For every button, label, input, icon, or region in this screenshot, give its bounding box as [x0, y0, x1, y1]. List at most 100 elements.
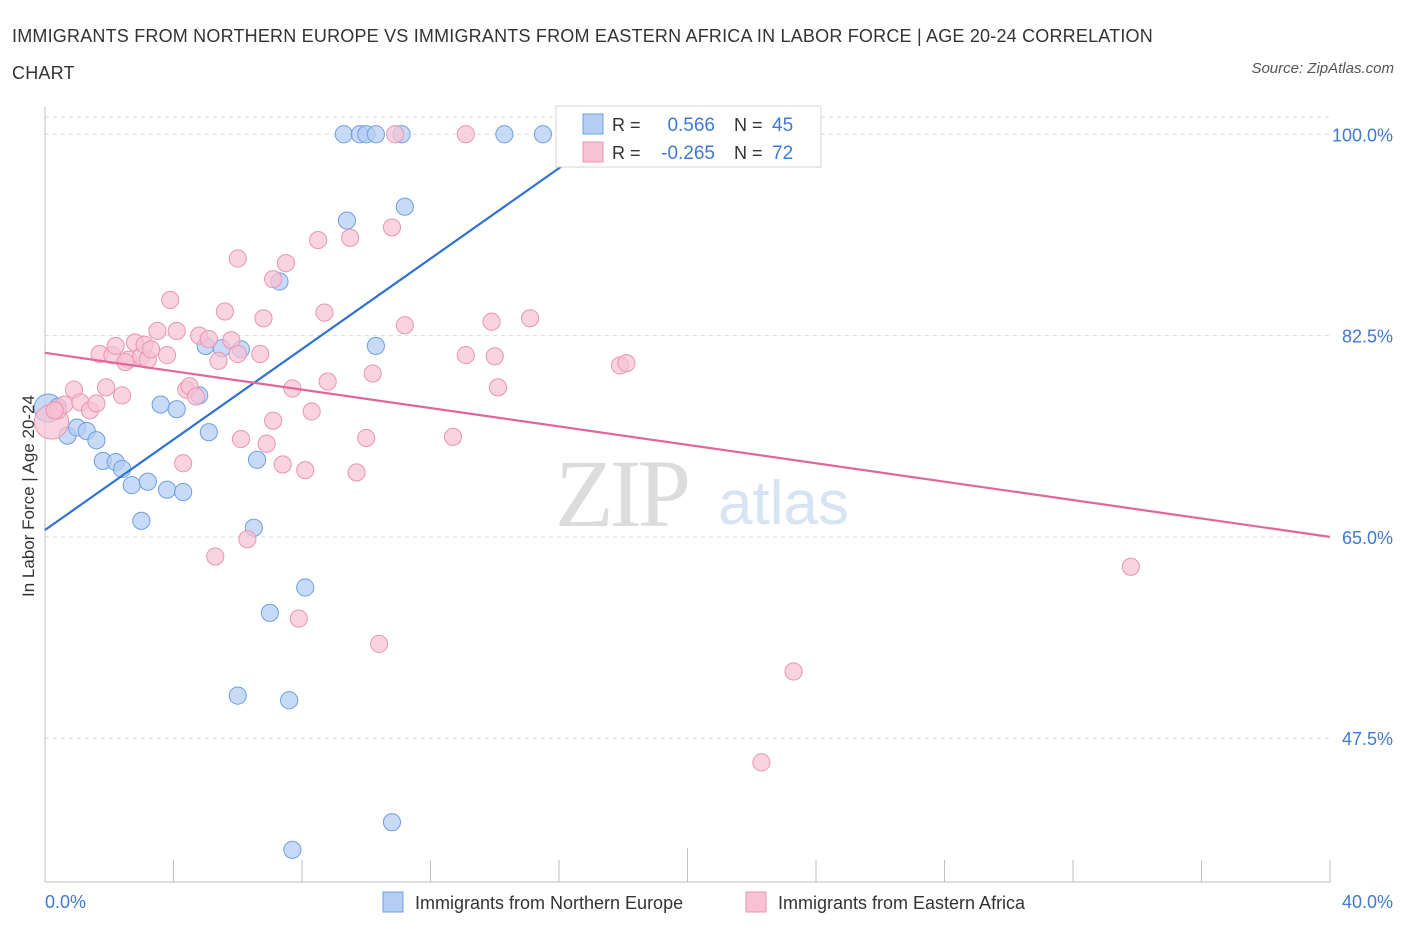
eastern-africa-point	[370, 634, 389, 653]
eastern-africa-point	[206, 547, 225, 566]
northern-europe-point	[366, 125, 385, 144]
eastern-africa-point	[485, 347, 504, 366]
eastern-africa-point	[238, 530, 257, 549]
watermark-atlas: atlas	[718, 469, 849, 538]
eastern-africa-point	[264, 411, 283, 430]
eastern-africa-point	[273, 455, 292, 474]
source-label: Source: ZipAtlas.com	[1251, 60, 1394, 77]
northern-europe-point	[87, 431, 106, 450]
eastern-africa-legend-swatch	[745, 891, 767, 913]
northern-europe-point	[151, 395, 170, 414]
eastern-africa-point	[784, 662, 803, 681]
eastern-africa-n-value: 72	[772, 143, 793, 164]
northern-europe-legend-swatch	[382, 891, 404, 913]
eastern-africa-point	[315, 303, 334, 322]
eastern-africa-point	[215, 302, 234, 321]
eastern-africa-point	[386, 125, 405, 144]
eastern-africa-trend-line	[44, 351, 1331, 538]
gridlines	[45, 116, 1330, 739]
trend-lines	[44, 133, 1331, 538]
eastern-africa-point	[228, 344, 247, 364]
y-tick-label: 82.5%	[1342, 327, 1393, 347]
watermark-zip: ZIP	[555, 440, 691, 547]
northern-europe-point	[337, 211, 357, 230]
northern-europe-point	[260, 603, 279, 622]
eastern-africa-point	[251, 344, 270, 364]
northern-europe-n-value: 45	[772, 115, 793, 136]
northern-europe-point	[199, 423, 218, 442]
northern-europe-stats-swatch	[582, 113, 604, 135]
eastern-africa-point	[302, 402, 321, 421]
n-label: N =	[734, 143, 763, 163]
northern-europe-trend-line	[44, 133, 608, 531]
eastern-africa-point	[443, 427, 463, 446]
eastern-africa-point	[157, 346, 177, 365]
eastern-africa-point	[186, 387, 206, 406]
northern-europe-point	[280, 691, 299, 710]
northern-europe-point	[366, 336, 385, 356]
northern-europe-point	[283, 840, 302, 859]
legend: R = 0.566 N = 45 R = -0.265 N = 72 Immigrants fr…	[382, 105, 1026, 913]
eastern-africa-point	[45, 401, 64, 420]
r-label: R =	[612, 143, 641, 163]
eastern-africa-point	[106, 336, 125, 356]
eastern-africa-point	[482, 312, 501, 331]
eastern-africa-point	[87, 394, 106, 413]
eastern-africa-r-value: -0.265	[661, 143, 715, 164]
northern-europe-point	[247, 450, 267, 469]
eastern-africa-point	[308, 231, 328, 250]
eastern-africa-point	[318, 372, 337, 391]
chart-title: IMMIGRANTS FROM NORTHERN EUROPE VS IMMIG…	[12, 26, 1153, 83]
eastern-africa-point	[521, 309, 540, 328]
data-points	[33, 125, 1140, 859]
northern-europe-legend-label: Immigrants from Northern Europe	[415, 893, 683, 913]
eastern-africa-point	[617, 354, 636, 373]
eastern-africa-point	[456, 346, 475, 365]
eastern-africa-point	[113, 386, 132, 405]
eastern-africa-point	[199, 329, 218, 349]
northern-europe-point	[167, 400, 186, 419]
northern-europe-point	[228, 686, 247, 705]
eastern-africa-point	[1121, 557, 1140, 576]
eastern-africa-point	[167, 321, 186, 341]
y-tick-label: 47.5%	[1342, 729, 1393, 749]
eastern-africa-point	[289, 609, 308, 628]
x-tick-label-max: 40.0%	[1342, 892, 1393, 912]
eastern-africa-point	[228, 249, 247, 268]
northern-europe-point	[495, 125, 514, 144]
northern-europe-r-value: 0.566	[667, 115, 715, 136]
eastern-africa-point	[174, 454, 193, 473]
northern-europe-point	[296, 578, 315, 597]
eastern-africa-point	[488, 378, 508, 397]
eastern-africa-point	[264, 270, 283, 289]
northern-europe-point	[174, 482, 193, 502]
eastern-africa-point	[148, 321, 167, 341]
eastern-africa-point	[456, 125, 475, 144]
northern-europe-point	[334, 125, 353, 144]
northern-europe-point	[533, 125, 553, 144]
northern-europe-point	[157, 480, 177, 499]
northern-europe-point	[382, 813, 402, 832]
eastern-africa-point	[357, 428, 376, 448]
axes	[44, 107, 1331, 883]
eastern-africa-point	[209, 351, 228, 370]
n-label: N =	[734, 115, 763, 135]
x-tick-label-min: 0.0%	[45, 892, 86, 912]
eastern-africa-point	[96, 378, 116, 397]
r-label: R =	[612, 115, 641, 135]
eastern-africa-point	[395, 316, 414, 335]
eastern-africa-stats-swatch	[582, 141, 604, 163]
eastern-africa-point	[347, 463, 366, 482]
eastern-africa-point	[382, 218, 402, 237]
eastern-africa-point	[257, 434, 276, 453]
eastern-africa-point	[141, 340, 161, 359]
northern-europe-point	[138, 472, 157, 491]
northern-europe-point	[395, 197, 414, 216]
eastern-africa-point	[363, 364, 382, 383]
eastern-africa-legend-label: Immigrants from Eastern Africa	[778, 893, 1026, 913]
eastern-africa-point	[276, 254, 296, 273]
eastern-africa-point	[161, 290, 180, 309]
axis-labels: 47.5% 65.0% 82.5% 100.0% 0.0% 40.0% In Labor F…	[19, 125, 1393, 912]
eastern-africa-point	[231, 430, 251, 449]
